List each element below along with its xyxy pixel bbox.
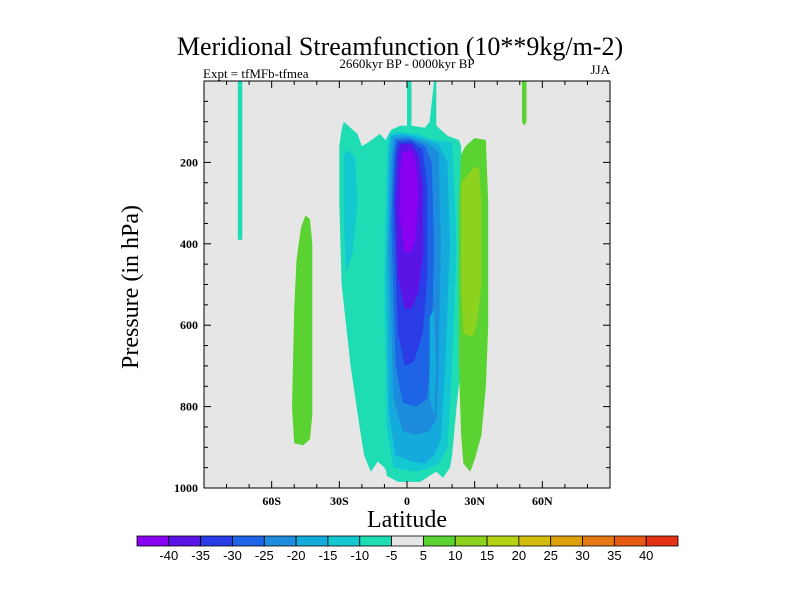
colorbar-label: 5: [420, 548, 427, 563]
colorbar-label: 20: [512, 548, 526, 563]
y-tick-label: 800: [180, 400, 198, 414]
colorbar-label: 10: [448, 548, 462, 563]
colorbar-swatch: [518, 535, 552, 547]
contour-region-0: [237, 81, 243, 240]
y-tick-label: 200: [180, 155, 198, 169]
colorbar-swatch: [359, 535, 392, 547]
colorbar-label: 25: [543, 548, 557, 563]
chart-subtitle: 2660kyr BP - 0000kyr BP: [339, 56, 474, 71]
colorbar-label: -25: [255, 548, 274, 563]
colorbar-swatch: [263, 535, 297, 547]
x-tick-label: 30S: [330, 494, 349, 508]
colorbar-swatch: [645, 535, 679, 547]
colorbar-label: -10: [350, 548, 369, 563]
colorbar-label: 35: [607, 548, 621, 563]
colorbar-swatch: [486, 535, 520, 547]
chart-title: Meridional Streamfunction (10**9kg/m-2): [177, 32, 623, 61]
colorbar-label: -20: [287, 548, 306, 563]
x-axis-label: Latitude: [367, 507, 447, 533]
colorbar-label: 15: [480, 548, 494, 563]
plot-area: 60S 30S 0 30N 60N 200 400 600 800 1000: [174, 80, 611, 508]
season-label: JJA: [590, 62, 610, 77]
x-axis-ticks: 60S 30S 0 30N 60N: [203, 81, 611, 508]
colorbar: -40 -35 -30 -25 -20 -15 -10 -5 5 10 15 20 25 30 35 40: [136, 535, 679, 563]
colorbar-swatch: [168, 535, 202, 547]
colorbar-swatch: [200, 535, 233, 547]
experiment-label: Expt = tfMFb-tfmea: [203, 66, 309, 81]
y-axis-ticks: 200 400 600 800 1000: [174, 80, 610, 495]
colorbar-label: 30: [575, 548, 589, 563]
colorbar-swatch: [391, 535, 424, 547]
colorbar-label: -5: [386, 548, 398, 563]
colorbar-label: -40: [159, 548, 178, 563]
y-tick-label: 600: [180, 318, 198, 332]
colorbar-swatch: [423, 535, 456, 547]
colorbar-label: 40: [639, 548, 653, 563]
colorbar-swatch: [327, 535, 361, 547]
colorbar-label: -30: [223, 548, 242, 563]
x-tick-label: 30N: [464, 494, 485, 508]
y-axis-label: Pressure (in hPa): [118, 205, 144, 369]
contour-region-3: [343, 150, 358, 273]
contour-region-11: [400, 150, 419, 252]
colorbar-swatch: [295, 535, 329, 547]
contour-region-15: [522, 81, 527, 126]
y-tick-label: 400: [180, 237, 198, 251]
plot-frame: [203, 80, 611, 489]
colorbar-label: -15: [319, 548, 338, 563]
colorbar-swatch: [232, 535, 265, 547]
contour-region-12: [429, 308, 437, 415]
colorbar-swatch: [454, 535, 488, 547]
contour-region-14: [461, 166, 482, 338]
contour-region-1: [292, 215, 313, 446]
contour-regions: [237, 81, 527, 482]
x-tick-label: 0: [404, 494, 410, 508]
x-tick-label: 60S: [262, 494, 281, 508]
colorbar-label: -35: [191, 548, 210, 563]
colorbar-swatch: [582, 535, 615, 547]
x-tick-label: 60N: [532, 494, 553, 508]
colorbar-swatch: [613, 535, 647, 547]
colorbar-swatch: [136, 535, 170, 547]
colorbar-swatch: [550, 535, 583, 547]
y-tick-label: 1000: [174, 481, 198, 495]
